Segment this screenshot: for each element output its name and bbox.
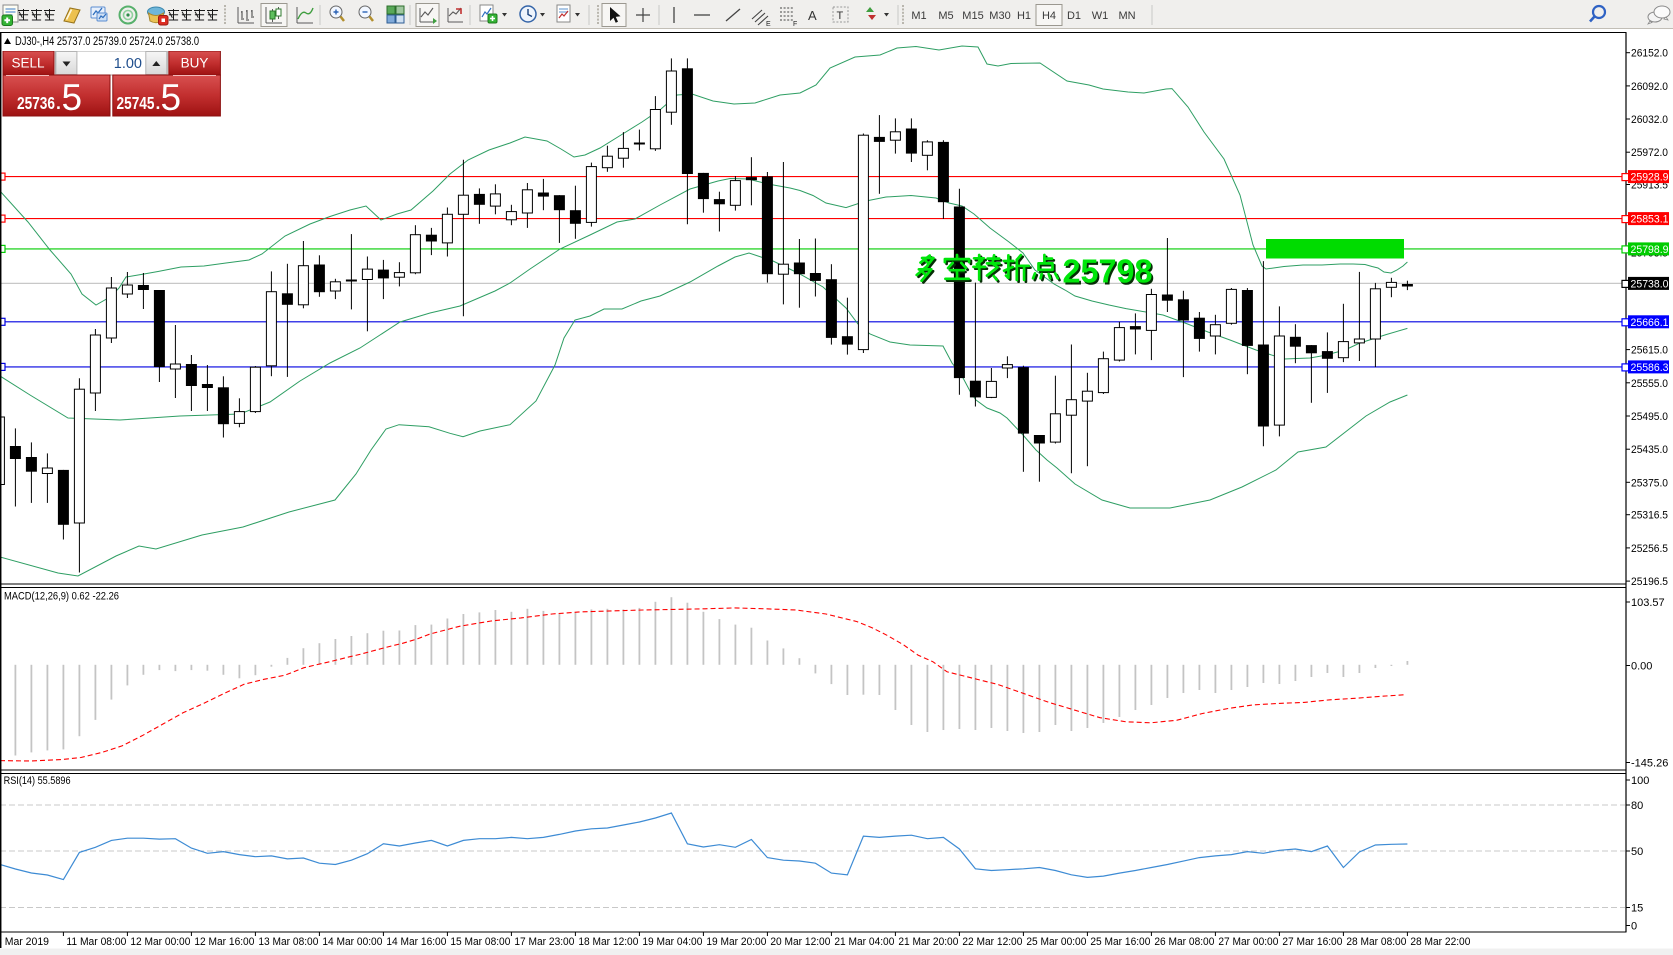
svg-text:25586.3: 25586.3 xyxy=(1631,362,1669,374)
svg-text:5: 5 xyxy=(62,77,83,117)
svg-text:26032.0: 26032.0 xyxy=(1631,114,1668,126)
svg-text:M30: M30 xyxy=(989,10,1010,22)
svg-text:25196.5: 25196.5 xyxy=(1631,576,1668,588)
svg-text:15 Mar 08:00: 15 Mar 08:00 xyxy=(450,936,510,948)
svg-text:MN: MN xyxy=(1118,10,1135,22)
svg-text:25853.1: 25853.1 xyxy=(1631,214,1669,226)
svg-text:12 Mar 16:00: 12 Mar 16:00 xyxy=(194,936,254,948)
svg-text:25435.0: 25435.0 xyxy=(1631,444,1668,456)
svg-text:21 Mar 04:00: 21 Mar 04:00 xyxy=(834,936,894,948)
svg-text:26152.0: 26152.0 xyxy=(1631,48,1668,60)
svg-text:8 Mar 2019: 8 Mar 2019 xyxy=(0,936,49,948)
svg-text:25928.9: 25928.9 xyxy=(1631,172,1669,184)
svg-text:11 Mar 08:00: 11 Mar 08:00 xyxy=(66,936,126,948)
svg-text:14 Mar 00:00: 14 Mar 00:00 xyxy=(322,936,382,948)
svg-text:28 Mar 22:00: 28 Mar 22:00 xyxy=(1410,936,1470,948)
svg-text:M5: M5 xyxy=(938,10,953,22)
svg-text:25798.9: 25798.9 xyxy=(1631,244,1669,256)
svg-text:25 Mar 00:00: 25 Mar 00:00 xyxy=(1026,936,1086,948)
svg-text:25798: 25798 xyxy=(1064,255,1154,292)
svg-text:0.00: 0.00 xyxy=(1631,661,1652,673)
svg-text:28 Mar 08:00: 28 Mar 08:00 xyxy=(1346,936,1406,948)
svg-text:20 Mar 12:00: 20 Mar 12:00 xyxy=(770,936,830,948)
svg-text:25798: 25798 xyxy=(1063,254,1153,291)
svg-text:25738.0: 25738.0 xyxy=(1631,278,1669,290)
svg-text:MACD(12,26,9) 0.62 -22.26: MACD(12,26,9) 0.62 -22.26 xyxy=(4,591,119,603)
svg-text:25615.0: 25615.0 xyxy=(1631,345,1668,357)
svg-text:25736: 25736 xyxy=(17,93,55,113)
svg-text:25745: 25745 xyxy=(117,93,155,113)
svg-text:80: 80 xyxy=(1631,800,1643,812)
svg-text:25972.0: 25972.0 xyxy=(1631,147,1668,159)
svg-text:-145.26: -145.26 xyxy=(1631,758,1668,770)
svg-text:RSI(14) 55.5896: RSI(14) 55.5896 xyxy=(4,775,71,787)
svg-text:18 Mar 12:00: 18 Mar 12:00 xyxy=(578,936,638,948)
svg-text:.: . xyxy=(56,93,61,113)
svg-text:DJ30-,H4 25737.0 25739.0 2572: DJ30-,H4 25737.0 25739.0 25724.0 25738.0 xyxy=(15,36,199,48)
svg-text:17 Mar 23:00: 17 Mar 23:00 xyxy=(514,936,574,948)
svg-text:SELL: SELL xyxy=(11,56,45,71)
svg-text:100: 100 xyxy=(1631,775,1649,787)
svg-text:25666.1: 25666.1 xyxy=(1631,317,1669,329)
svg-text:H1: H1 xyxy=(1017,10,1031,22)
svg-text:25495.0: 25495.0 xyxy=(1631,411,1668,423)
svg-text:27 Mar 00:00: 27 Mar 00:00 xyxy=(1218,936,1278,948)
svg-text:A: A xyxy=(808,8,817,23)
svg-text:1.00: 1.00 xyxy=(114,56,142,72)
svg-text:M1: M1 xyxy=(911,10,926,22)
svg-text:15: 15 xyxy=(1631,903,1643,915)
svg-text:25555.0: 25555.0 xyxy=(1631,378,1668,390)
svg-text:D1: D1 xyxy=(1067,10,1081,22)
svg-text:.: . xyxy=(156,93,161,113)
svg-text:13 Mar 08:00: 13 Mar 08:00 xyxy=(258,936,318,948)
svg-text:27 Mar 16:00: 27 Mar 16:00 xyxy=(1282,936,1342,948)
svg-text:25256.5: 25256.5 xyxy=(1631,543,1668,555)
svg-text:T: T xyxy=(837,10,844,22)
svg-text:BUY: BUY xyxy=(181,56,209,71)
svg-text:19 Mar 20:00: 19 Mar 20:00 xyxy=(706,936,766,948)
svg-text:25316.5: 25316.5 xyxy=(1631,510,1668,522)
svg-text:25375.0: 25375.0 xyxy=(1631,477,1668,489)
svg-text:0: 0 xyxy=(1631,921,1637,933)
svg-text:50: 50 xyxy=(1631,846,1643,858)
svg-text:14 Mar 16:00: 14 Mar 16:00 xyxy=(386,936,446,948)
svg-text:19 Mar 04:00: 19 Mar 04:00 xyxy=(642,936,702,948)
svg-text:26 Mar 08:00: 26 Mar 08:00 xyxy=(1154,936,1214,948)
svg-text:F: F xyxy=(793,21,797,28)
svg-text:12 Mar 00:00: 12 Mar 00:00 xyxy=(130,936,190,948)
svg-text:22 Mar 12:00: 22 Mar 12:00 xyxy=(962,936,1022,948)
svg-text:25 Mar 16:00: 25 Mar 16:00 xyxy=(1090,936,1150,948)
svg-text:103.57: 103.57 xyxy=(1631,597,1665,609)
svg-text:26092.0: 26092.0 xyxy=(1631,81,1668,93)
svg-text:M15: M15 xyxy=(962,10,983,22)
svg-text:21 Mar 20:00: 21 Mar 20:00 xyxy=(898,936,958,948)
svg-text:E: E xyxy=(766,21,771,28)
svg-text:W1: W1 xyxy=(1092,10,1109,22)
svg-text:5: 5 xyxy=(161,77,182,117)
svg-text:H4: H4 xyxy=(1042,10,1056,22)
